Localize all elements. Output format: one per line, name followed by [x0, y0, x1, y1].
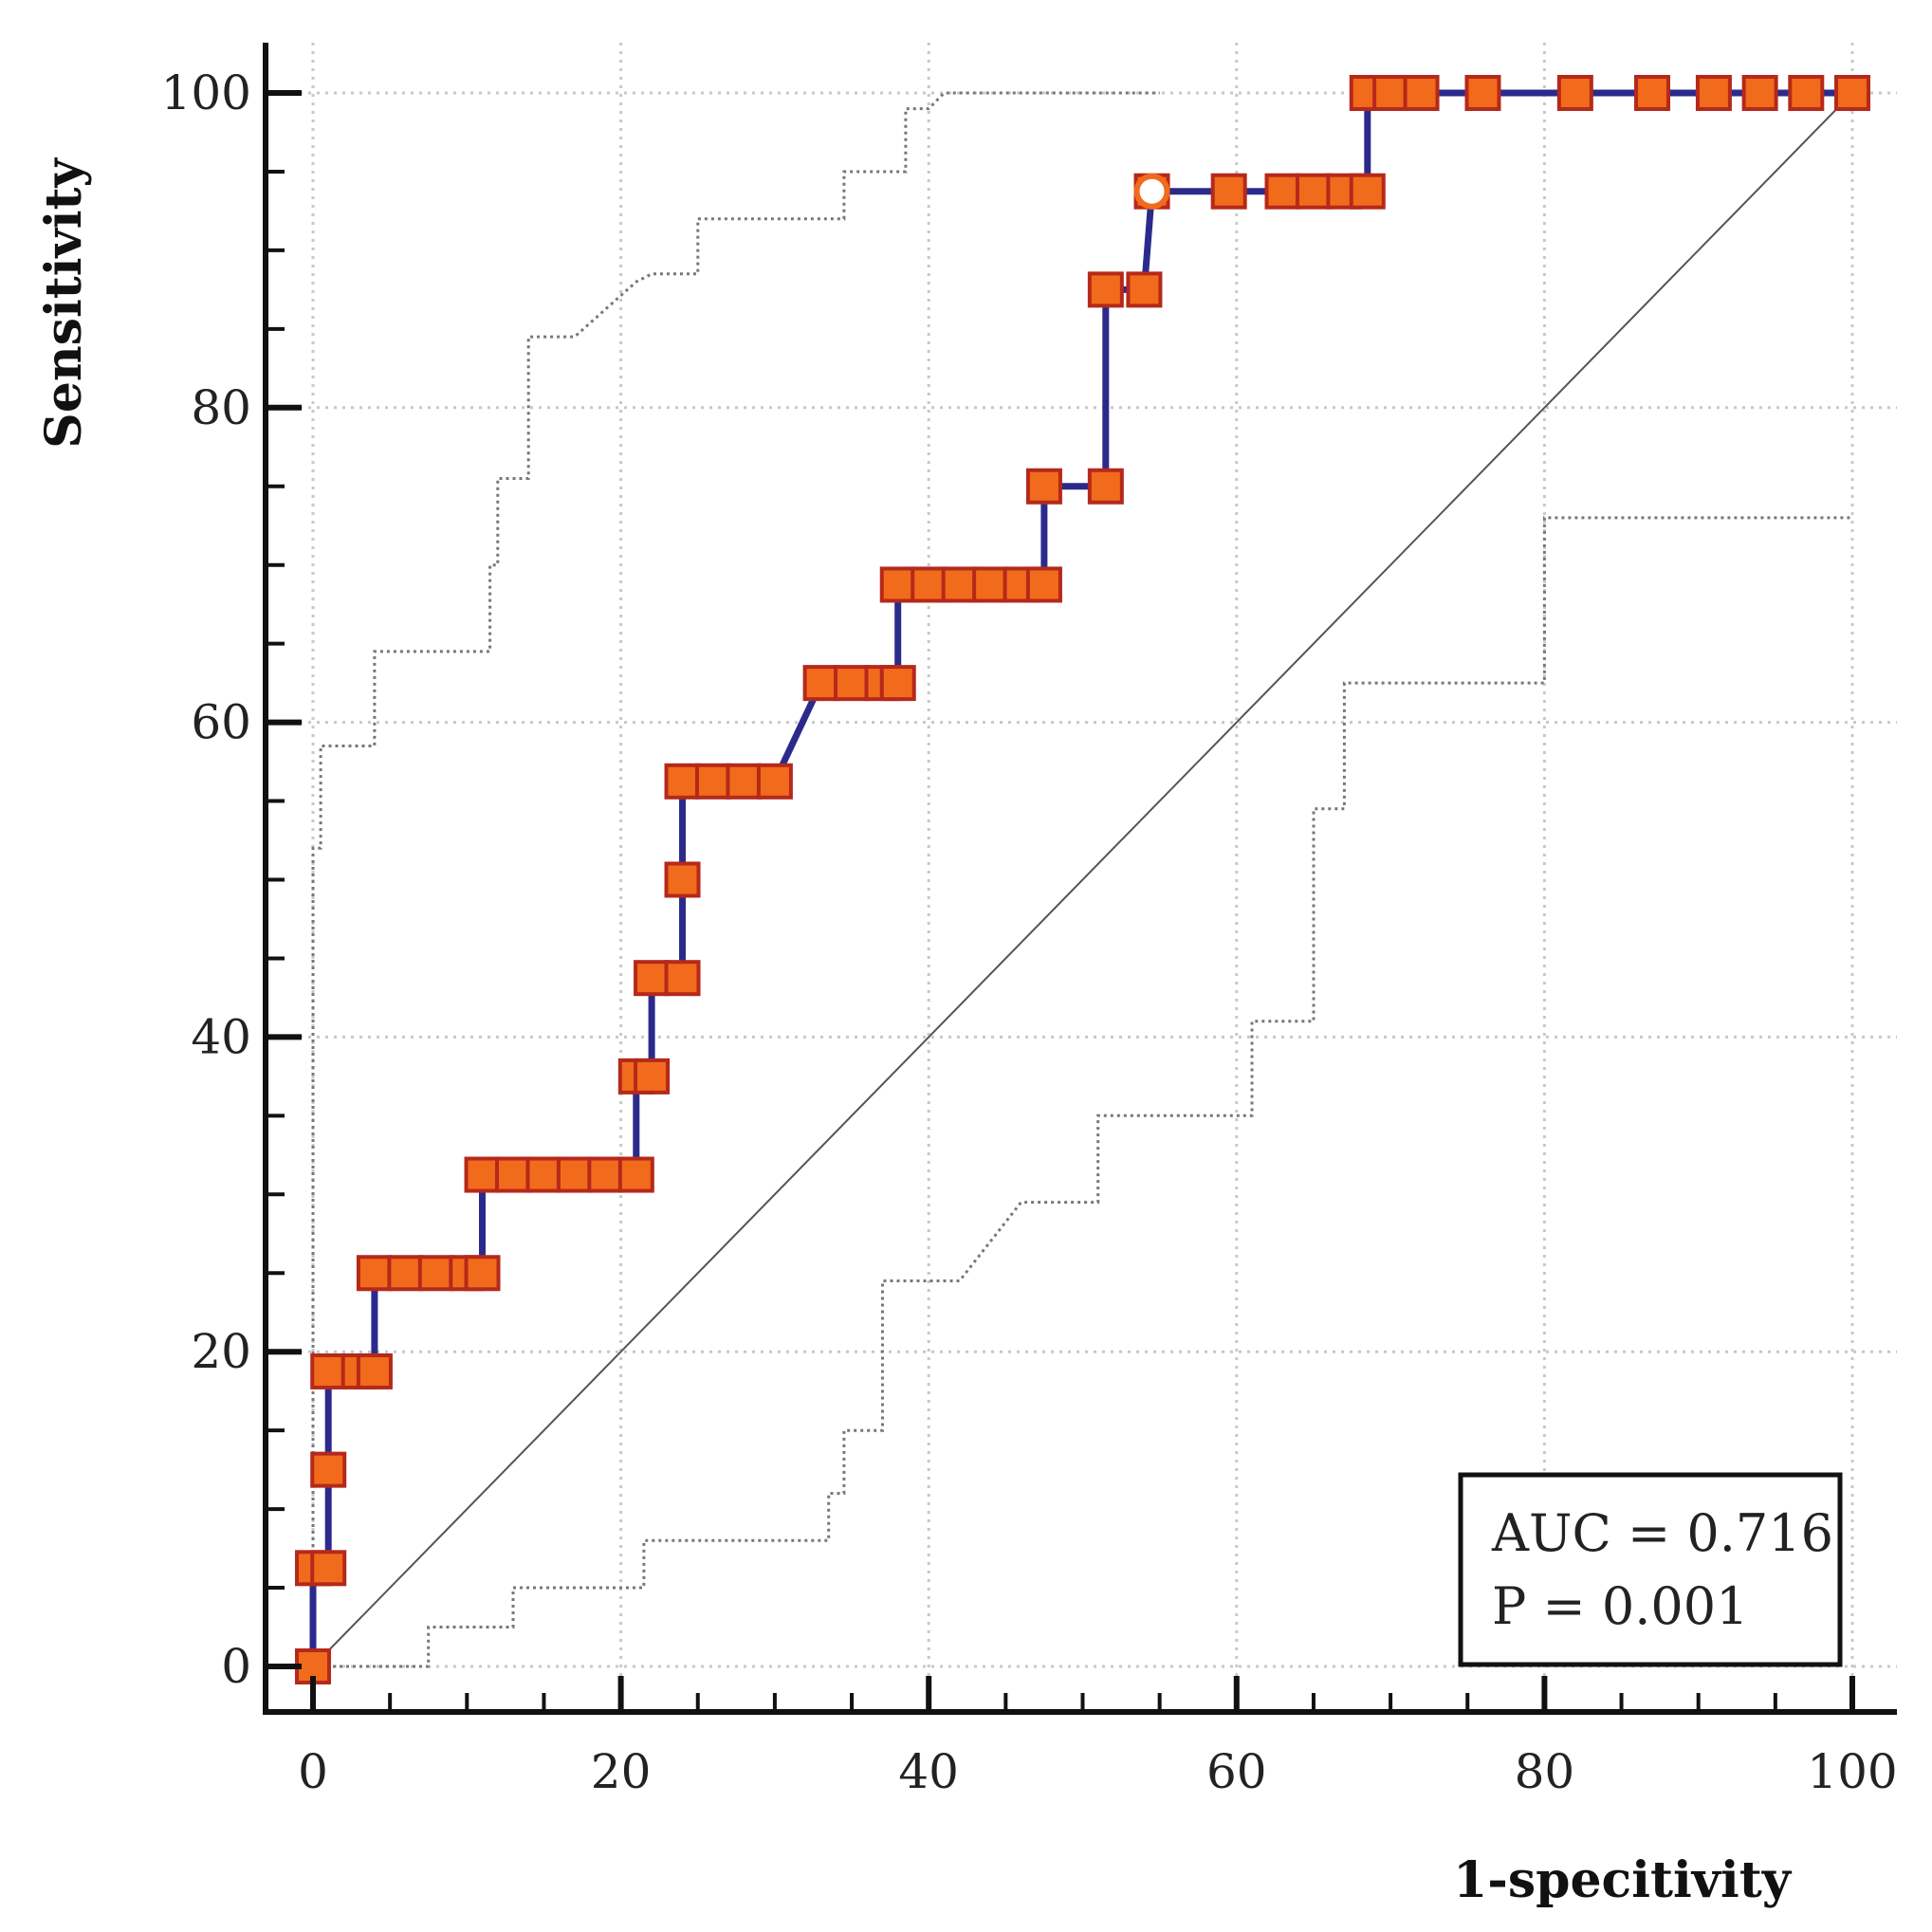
roc-point-marker [417, 1255, 454, 1292]
roc-point-marker [617, 1156, 654, 1193]
legend-border [1458, 1472, 1843, 1667]
roc-point-marker [1464, 75, 1501, 111]
roc-point-marker [1403, 75, 1440, 111]
roc-point-marker [1634, 75, 1671, 111]
x-axis-title: 1-specitivity [1453, 1851, 1793, 1909]
roc-point-marker [1372, 75, 1409, 111]
y-tick-label: 20 [191, 1324, 251, 1379]
roc-point-marker [1556, 75, 1593, 111]
roc-point-marker [1210, 173, 1247, 210]
roc-point-marker [664, 861, 701, 898]
axis-labels: 0 20 40 60 80 100 0 20 40 60 80 100 [161, 65, 1898, 1799]
auc-label: AUC = 0.716 [1491, 1503, 1833, 1563]
roc-point-marker [525, 1156, 562, 1193]
roc-point-marker [464, 1255, 501, 1292]
roc-point-marker [941, 566, 978, 603]
roc-point-marker [1295, 173, 1332, 210]
roc-point-marker [387, 1255, 424, 1292]
roc-point-marker [694, 763, 731, 800]
y-tick-label: 0 [221, 1639, 251, 1694]
grid-lines [266, 43, 1897, 1712]
roc-point-marker [834, 665, 871, 702]
roc-point-marker [1788, 75, 1825, 111]
roc-point-marker [310, 1550, 347, 1587]
x-tick-label: 60 [1206, 1744, 1267, 1799]
roc-point-marker [310, 1451, 347, 1488]
roc-point-marker [464, 1156, 501, 1193]
legend-box: AUC = 0.716 P = 0.001 [1458, 1472, 1843, 1667]
roc-point-marker [726, 763, 763, 800]
ci-lower-line [313, 516, 1852, 1668]
roc-point-marker [1264, 173, 1301, 210]
confidence-interval-group [311, 91, 1852, 1668]
roc-point-marker [972, 566, 1009, 603]
roc-point-marker [756, 763, 793, 800]
roc-point-marker [310, 1352, 347, 1389]
roc-point-marker [494, 1156, 531, 1193]
y-axis-title: Sensitivity [35, 156, 93, 448]
roc-point-marker [879, 665, 916, 702]
reference-line-group [312, 92, 1853, 1667]
x-tick-label: 80 [1515, 1744, 1575, 1799]
roc-point-marker [664, 763, 701, 800]
roc-point-marker [634, 960, 671, 997]
roc-point-marker [911, 566, 948, 603]
roc-point-marker [1349, 173, 1386, 210]
optimal-cutoff-marker [1133, 173, 1170, 210]
ci-upper-line [311, 91, 1160, 1666]
roc-point-marker [1126, 271, 1163, 308]
x-tick-label: 0 [298, 1744, 328, 1799]
roc-curve-group [295, 75, 1870, 1684]
roc-point-marker [356, 1352, 393, 1389]
roc-point-marker [664, 960, 701, 997]
axes [263, 43, 1897, 1715]
roc-point-marker [356, 1255, 393, 1292]
y-tick-label: 80 [191, 380, 251, 435]
roc-point-marker [802, 665, 839, 702]
y-tick-label: 60 [191, 695, 251, 750]
roc-point-marker [1695, 75, 1732, 111]
roc-point-marker [556, 1156, 593, 1193]
x-tick-label: 100 [1807, 1744, 1897, 1799]
roc-point-marker [1834, 75, 1870, 111]
roc-point-marker [587, 1156, 624, 1193]
roc-point-marker [1087, 271, 1124, 308]
x-tick-label: 20 [591, 1744, 652, 1799]
reference-diagonal-line [312, 92, 1853, 1667]
roc-point-marker [1087, 468, 1124, 505]
y-tick-label: 100 [161, 65, 251, 120]
roc-point-marker [1025, 566, 1062, 603]
p-value-label: P = 0.001 [1492, 1576, 1749, 1636]
roc-point-marker [879, 566, 916, 603]
roc-point-marker [1741, 75, 1778, 111]
roc-point-marker [1025, 468, 1062, 505]
x-tick-label: 40 [898, 1744, 959, 1799]
roc-point-marker [634, 1058, 671, 1095]
y-tick-label: 40 [191, 1009, 251, 1064]
